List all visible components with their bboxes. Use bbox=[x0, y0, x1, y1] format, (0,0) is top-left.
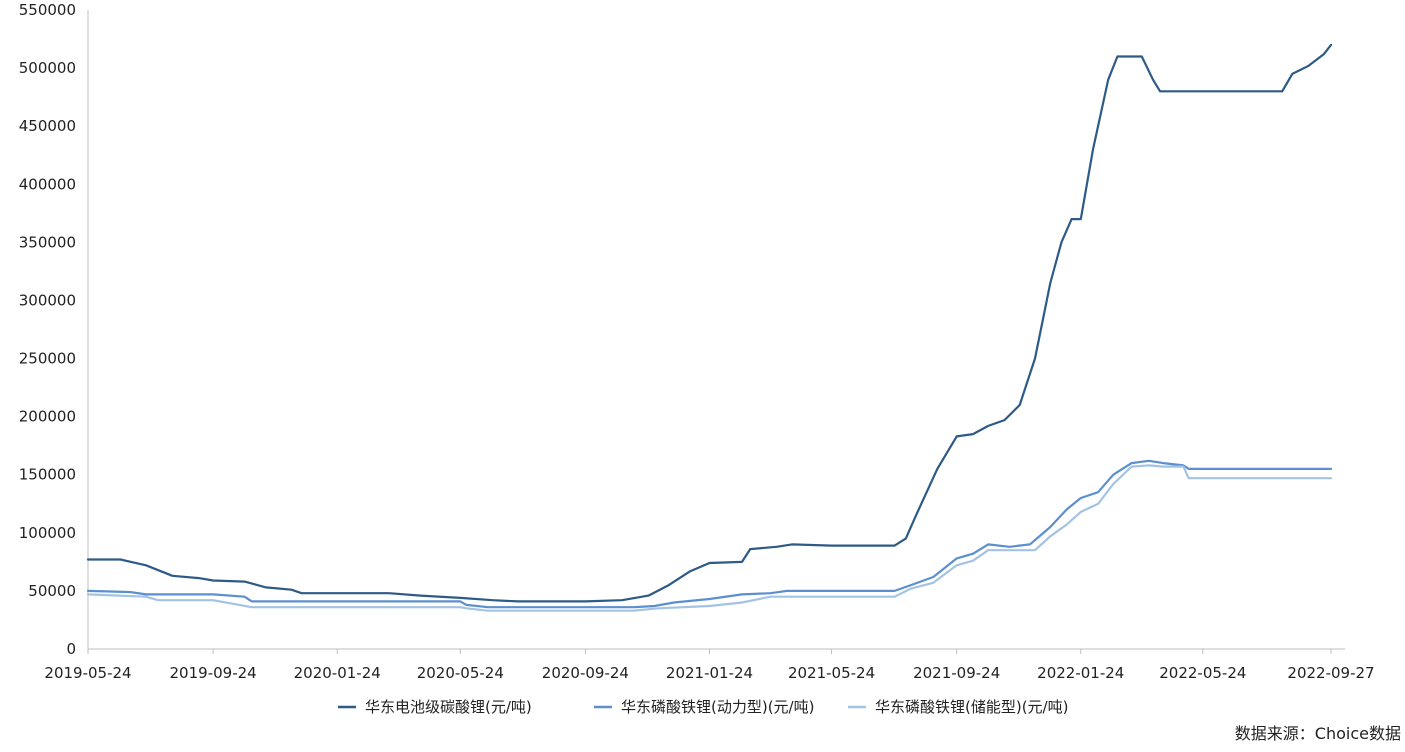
series-line-3 bbox=[86, 464, 1333, 612]
chart-legend: 华东电池级碳酸锂(元/吨) 华东磷酸铁锂(动力型)(元/吨) 华东磷酸铁锂(储能型)… bbox=[338, 698, 1068, 716]
x-tick-label: 2022-01-24 bbox=[1037, 664, 1124, 682]
y-tick-label: 100000 bbox=[19, 524, 76, 542]
y-tick-label: 450000 bbox=[19, 117, 76, 135]
series-line-1 bbox=[86, 43, 1333, 603]
chart-series bbox=[86, 43, 1333, 612]
legend-label: 华东电池级碳酸锂(元/吨) bbox=[365, 698, 532, 716]
x-tick-label: 2020-09-24 bbox=[542, 664, 629, 682]
y-tick-label: 250000 bbox=[19, 350, 76, 368]
x-tick-label: 2021-09-24 bbox=[913, 664, 1000, 682]
legend-label: 华东磷酸铁锂(储能型)(元/吨) bbox=[875, 698, 1068, 716]
y-axis-ticks: 0 50000 100000 150000 200000 250000 300000 3500… bbox=[19, 1, 76, 658]
data-source-note: 数据来源：Choice数据 bbox=[1234, 724, 1401, 743]
y-tick-label: 150000 bbox=[19, 466, 76, 484]
x-tick-label: 2020-01-24 bbox=[294, 664, 381, 682]
y-tick-label: 500000 bbox=[19, 59, 76, 77]
x-axis-ticks: 2019-05-24 2019-09-24 2020-01-24 2020-05-24… bbox=[44, 649, 1375, 682]
y-tick-label: 550000 bbox=[19, 1, 76, 19]
x-tick-label: 2021-05-24 bbox=[788, 664, 875, 682]
y-tick-label: 400000 bbox=[19, 175, 76, 193]
y-tick-label: 50000 bbox=[28, 582, 76, 600]
x-tick-label: 2019-09-24 bbox=[170, 664, 257, 682]
x-tick-label: 2021-01-24 bbox=[666, 664, 753, 682]
legend-label: 华东磷酸铁锂(动力型)(元/吨) bbox=[621, 698, 814, 716]
y-tick-label: 0 bbox=[66, 640, 76, 658]
y-tick-label: 350000 bbox=[19, 233, 76, 251]
series-line-2 bbox=[86, 459, 1333, 609]
y-tick-label: 300000 bbox=[19, 291, 76, 309]
x-tick-label: 2020-05-24 bbox=[417, 664, 504, 682]
y-tick-label: 200000 bbox=[19, 408, 76, 426]
x-tick-label: 2022-05-24 bbox=[1159, 664, 1246, 682]
chart-axes bbox=[87, 10, 1345, 650]
x-tick-label: 2022-09-27 bbox=[1287, 664, 1374, 682]
x-tick-label: 2019-05-24 bbox=[44, 664, 131, 682]
